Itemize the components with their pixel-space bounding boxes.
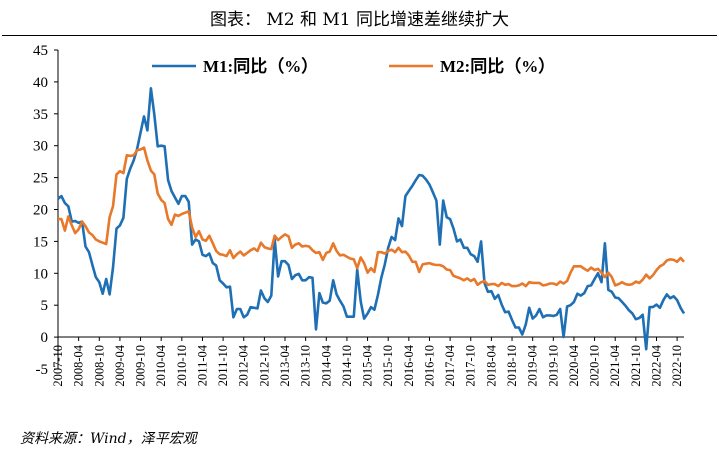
title-underline [2, 35, 717, 36]
x-tick-label: 2011-04 [195, 344, 209, 386]
x-tick-label: 2018-04 [484, 344, 498, 386]
y-tick-label: 25 [33, 171, 48, 187]
y-tick-label: 0 [41, 330, 49, 346]
x-tick-label: 2009-10 [134, 345, 148, 387]
legend-label-m1: M1:同比（%） [203, 56, 318, 76]
x-tick-label: 2016-04 [402, 344, 416, 386]
x-tick-label: 2010-10 [175, 345, 189, 387]
x-tick-label: 2013-04 [278, 344, 292, 386]
chart-title: 图表： M2 和 M1 同比增速差继续扩大 [209, 10, 510, 30]
x-tick-label: 2016-10 [422, 345, 436, 387]
x-tick-label: 2019-10 [546, 345, 560, 387]
x-tick-label: 2017-10 [464, 345, 478, 387]
x-tick-label: 2013-10 [299, 345, 313, 387]
x-tick-label: 2012-04 [237, 344, 251, 386]
x-tick-label: 2020-10 [588, 345, 602, 387]
x-tick-label: 2008-04 [72, 344, 86, 386]
x-tick-label: 2021-10 [629, 345, 643, 387]
y-tick-label: 35 [33, 107, 48, 123]
x-tick-label: 2008-10 [92, 345, 106, 387]
y-tick-label: 5 [41, 298, 49, 314]
legend: M1:同比（%） M2:同比（%） [152, 56, 555, 76]
x-tick-label: 2020-04 [567, 344, 581, 386]
y-tick-label: 30 [33, 139, 48, 155]
y-tick-label: 45 [33, 43, 48, 59]
series-line-m2 [58, 146, 685, 288]
x-tick-label: 2014-10 [340, 345, 354, 387]
source-note: 资料来源：Wind，泽平宏观 [20, 431, 197, 447]
y-axis-ticks: 45 40 35 30 25 20 15 10 5 0 -5 [33, 43, 58, 378]
x-tick-label: 2022-10 [670, 345, 684, 387]
series-line-m1 [57, 87, 686, 351]
series-lines [57, 87, 686, 351]
x-tick-label: 2009-04 [113, 344, 127, 386]
x-tick-label: 2012-10 [257, 345, 271, 387]
x-tick-label: 2010-04 [154, 344, 168, 386]
y-tick-label: -5 [36, 362, 49, 378]
y-tick-label: 15 [33, 234, 48, 250]
y-tick-label: 40 [33, 75, 48, 91]
x-tick-label: 2015-10 [381, 345, 395, 387]
title-bar: 图表： M2 和 M1 同比增速差继续扩大 [0, 0, 719, 36]
x-tick-label: 2014-04 [319, 344, 333, 386]
y-tick-label: 20 [33, 203, 48, 219]
legend-label-m2: M2:同比（%） [440, 56, 555, 76]
x-tick-label: 2018-10 [505, 345, 519, 387]
x-tick-label: 2017-04 [443, 344, 457, 386]
x-tick-label: 2022-04 [649, 344, 663, 386]
x-tick-label: 2019-04 [526, 344, 540, 386]
x-tick-label: 2015-04 [361, 344, 375, 386]
x-tick-label: 2007-10 [51, 345, 65, 387]
x-tick-label: 2011-10 [216, 345, 230, 386]
x-tick-label: 2021-04 [608, 344, 622, 386]
x-axis-ticks: 2007-10 2008-04 2008-10 2009-04 2009-10 2010-… [51, 337, 684, 387]
y-tick-label: 10 [33, 266, 48, 282]
